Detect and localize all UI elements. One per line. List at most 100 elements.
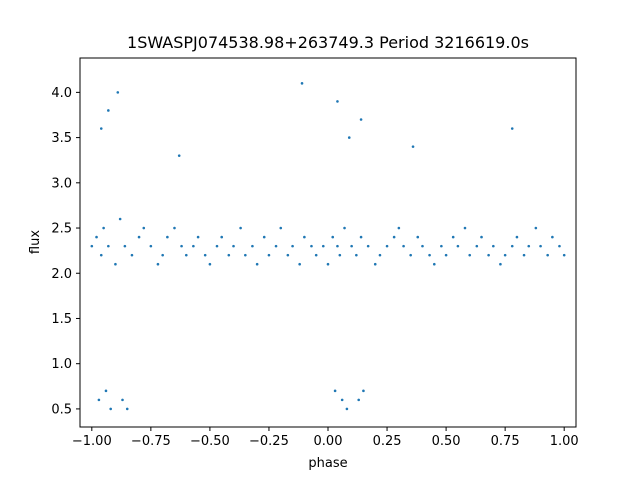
data-point [432,262,436,266]
data-point [331,235,335,239]
data-point [239,226,242,230]
data-point [456,244,460,248]
data-point [262,235,266,239]
data-point [303,235,306,239]
data-point [109,407,112,411]
data-point [546,253,549,257]
data-point [99,127,103,130]
data-point [255,262,259,266]
data-point [274,244,278,248]
data-point [338,253,342,257]
data-point [137,235,141,239]
data-point [409,253,412,257]
data-point [503,253,507,257]
data-point [291,244,294,248]
data-point [310,244,313,248]
data-point [480,235,483,239]
y-tick-label: 2.0 [51,267,72,282]
data-point [562,253,566,257]
y-tick-label: 4.0 [51,86,72,101]
data-point [385,244,389,248]
data-point [487,253,490,257]
y-tick-label: 1.5 [51,312,72,327]
x-tick-label: 1.00 [550,434,579,449]
data-point [515,235,519,239]
data-point [267,253,271,257]
data-point [102,226,105,230]
data-point [104,389,108,393]
data-point [173,226,176,230]
x-tick-label: 0.00 [314,434,343,449]
data-point [220,235,224,239]
data-point [227,253,231,257]
data-point [522,253,526,257]
data-point [203,253,207,257]
data-point [558,244,561,248]
data-point [468,253,472,257]
data-point [177,154,181,157]
data-point [121,398,124,402]
y-tick-label: 3.0 [51,176,72,191]
data-point [107,109,110,112]
data-point [539,244,542,248]
data-point [347,136,351,139]
data-point [373,262,377,266]
y-tick-label: 2.5 [51,222,72,237]
data-point [510,244,514,248]
data-point [215,244,219,248]
data-point [444,253,448,257]
data-point [451,235,455,239]
x-tick-label: 0.25 [373,434,402,449]
data-point [345,407,349,411]
data-point [340,398,344,402]
data-point [196,235,200,239]
data-point [298,262,301,266]
data-point [475,244,479,248]
data-point [300,82,304,85]
data-point [350,244,353,248]
data-point [421,244,424,248]
chart-title: 1SWASPJ074538.98+263749.3 Period 3216619… [127,33,529,52]
data-point [123,244,127,248]
data-point [107,244,110,248]
data-point [244,253,247,257]
data-point [95,235,98,239]
x-tick-label: 0.50 [432,434,461,449]
x-tick-label: −1.00 [72,434,112,449]
data-point [118,217,122,221]
data-point [463,226,467,230]
data-point [90,244,94,248]
data-point [397,226,401,230]
data-point [166,235,169,239]
data-point [130,253,134,257]
data-point [357,398,361,402]
data-point [161,253,164,257]
data-point [333,389,337,393]
y-tick-label: 1.0 [51,357,72,372]
data-point [326,262,330,266]
data-point [251,244,254,248]
data-point [114,262,117,266]
data-point [336,244,339,248]
data-point [534,226,538,230]
data-point [321,244,325,248]
data-point [551,235,554,239]
data-point [208,262,212,266]
data-point [149,244,153,248]
data-point [232,244,235,248]
data-point [336,100,339,103]
data-point [359,118,363,121]
data-point [527,244,531,248]
data-point [355,253,358,257]
data-point [156,262,160,266]
data-point [510,127,514,130]
data-point [416,235,420,239]
y-axis: 0.5 1.0 1.5 2.0 2.5 3.0 3.5 4.0 [51,86,80,417]
data-point [142,226,146,230]
x-tick-label: 0.75 [491,434,520,449]
scatter-points [90,82,566,411]
data-point [440,244,443,248]
data-point [97,398,101,402]
